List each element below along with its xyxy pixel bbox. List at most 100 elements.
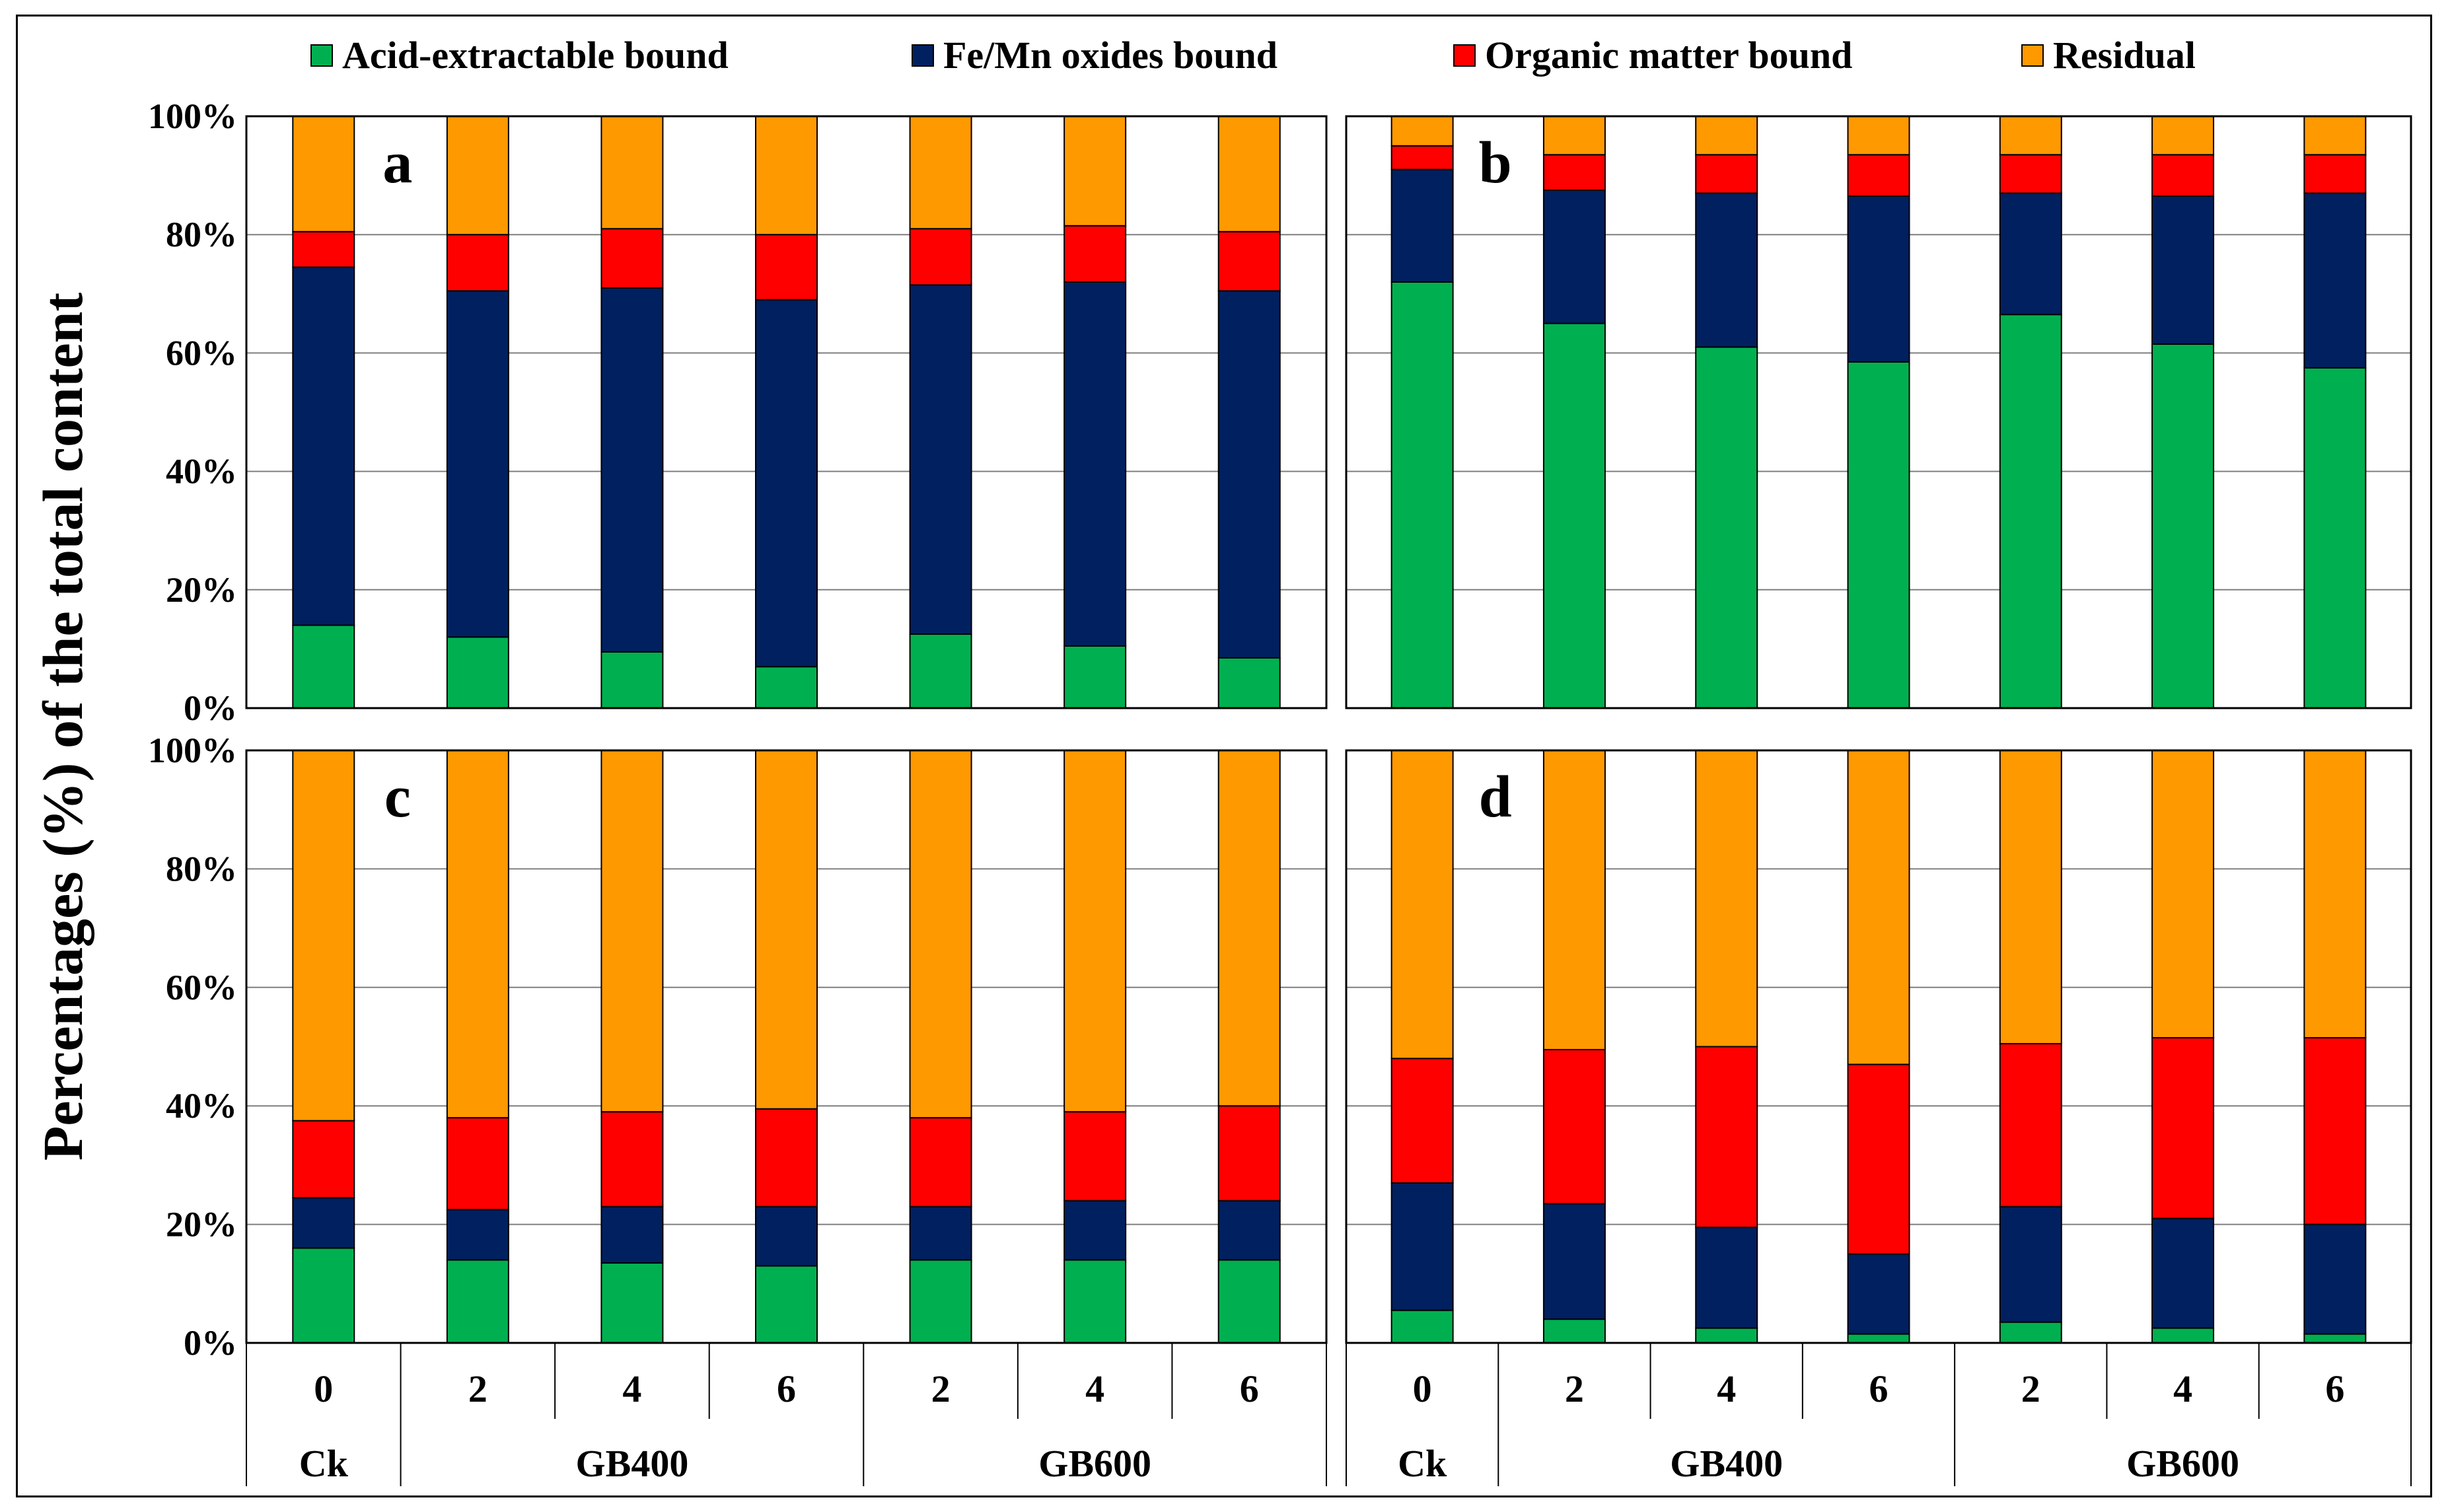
panel-a-y-tick-label: 60% — [166, 333, 237, 373]
panel-c-y-tick-label: 60% — [166, 968, 237, 1007]
panel-d-bar-residual — [1999, 750, 2062, 1045]
panel-b-bar-fe-mn-oxides-bound — [2151, 195, 2215, 345]
panel-b-bar-organic-matter-bound — [1999, 154, 2062, 194]
panel-b-bar-acid-extractable-bound — [2303, 367, 2367, 709]
panel-a-bar-organic-matter-bound — [755, 234, 818, 301]
x-tick-label-left: 4 — [622, 1367, 641, 1410]
panel-c-y-tick-label: 80% — [166, 849, 237, 888]
x-group-label-right: Ck — [1398, 1442, 1447, 1485]
panel-a-bar-organic-matter-bound — [1217, 231, 1281, 292]
panel-b-bar-residual — [1542, 116, 1606, 156]
panel-d-bar-acid-extractable-bound — [1847, 1333, 1910, 1344]
panel-a-bar-acid-extractable-bound — [600, 651, 664, 709]
panel-a-bar-organic-matter-bound — [909, 228, 972, 286]
panel-c-bar-acid-extractable-bound — [755, 1265, 818, 1344]
panel-d-bar-organic-matter-bound — [1390, 1058, 1454, 1184]
x-tick-label-right: 4 — [2173, 1367, 2192, 1410]
panel-c-bar-acid-extractable-bound — [909, 1259, 972, 1344]
panel-b-bar-residual — [2151, 116, 2215, 156]
panel-d-bar-fe-mn-oxides-bound — [1847, 1253, 1910, 1335]
panel-b-bar-acid-extractable-bound — [1999, 314, 2062, 709]
x-tick-label-right: 2 — [2021, 1367, 2040, 1410]
panel-b-bar-residual — [1390, 116, 1454, 147]
legend-swatch-residual — [2021, 44, 2044, 67]
panel-c-bar-residual — [446, 750, 509, 1119]
panel-c-bar-organic-matter-bound — [292, 1120, 355, 1199]
panel-a-bar-organic-matter-bound — [1063, 225, 1127, 283]
panel-c-bar-fe-mn-oxides-bound — [1063, 1200, 1127, 1261]
panel-d-bar-residual — [2151, 750, 2215, 1039]
panel-c-letter: c — [384, 764, 411, 830]
panel-d-frame — [1345, 749, 2412, 1344]
panel-a-bar-residual — [1217, 116, 1281, 233]
panel-d-bar-organic-matter-bound — [1695, 1046, 1758, 1229]
panel-c-bar-residual — [292, 750, 355, 1122]
x-tick-label-right: 4 — [1717, 1367, 1736, 1410]
panel-a-bar-acid-extractable-bound — [1217, 657, 1281, 709]
panel-c-bar-residual — [600, 750, 664, 1113]
panel-a-bar-acid-extractable-bound — [1063, 645, 1127, 709]
panel-b-bar-fe-mn-oxides-bound — [1695, 192, 1758, 348]
panel-c-y-tick-label: 0% — [184, 1323, 237, 1363]
x-group-label-left: GB600 — [1038, 1442, 1151, 1485]
panel-c-y-tick-label: 100% — [148, 731, 237, 770]
panel-b-letter: b — [1479, 130, 1512, 196]
panel-b-bar-organic-matter-bound — [2151, 154, 2215, 197]
panel-c-bar-fe-mn-oxides-bound — [1217, 1200, 1281, 1261]
panel-a-bar-fe-mn-oxides-bound — [292, 266, 355, 626]
panel-d-bar-residual — [1542, 750, 1606, 1050]
x-tick-label-left: 6 — [1240, 1367, 1259, 1410]
panel-b-bar-fe-mn-oxides-bound — [1847, 195, 1910, 363]
panel-d-bar-residual — [1390, 750, 1454, 1060]
panel-d-bar-fe-mn-oxides-bound — [2151, 1217, 2215, 1329]
panel-c-bar-acid-extractable-bound — [1217, 1259, 1281, 1344]
panel-a-bar-fe-mn-oxides-bound — [600, 287, 664, 653]
panel-a-bar-acid-extractable-bound — [292, 624, 355, 709]
legend-swatch-fe-mn-oxides — [912, 44, 934, 67]
panel-d-bar-residual — [2303, 750, 2367, 1039]
figure-frame — [16, 15, 2432, 1497]
panel-c-bar-organic-matter-bound — [755, 1108, 818, 1207]
panel-b-bar-fe-mn-oxides-bound — [1999, 192, 2062, 316]
x-tick-label-left: 2 — [468, 1367, 487, 1410]
panel-a-bar-residual — [446, 116, 509, 236]
panel-d-bar-organic-matter-bound — [1999, 1043, 2062, 1207]
panel-c-bar-organic-matter-bound — [1063, 1111, 1127, 1202]
panel-c-bar-acid-extractable-bound — [1063, 1259, 1127, 1344]
legend-item-residual: Residual — [2021, 33, 2196, 77]
panel-a-bar-residual — [292, 116, 355, 233]
panel-c-frame — [245, 749, 1328, 1344]
x-group-label-right: GB400 — [1670, 1442, 1783, 1485]
panel-b-bar-acid-extractable-bound — [1390, 281, 1454, 709]
panel-b-bar-acid-extractable-bound — [2151, 343, 2215, 709]
panel-a-bar-fe-mn-oxides-bound — [446, 290, 509, 638]
panel-d-bar-fe-mn-oxides-bound — [1695, 1227, 1758, 1329]
panel-d-bar-residual — [1695, 750, 1758, 1048]
panel-b-bar-organic-matter-bound — [1695, 154, 1758, 194]
panel-c-bar-organic-matter-bound — [446, 1117, 509, 1211]
x-tick-label-right: 2 — [1565, 1367, 1584, 1410]
panel-d-bar-acid-extractable-bound — [2151, 1327, 2215, 1344]
panel-d-bar-fe-mn-oxides-bound — [1542, 1203, 1606, 1320]
panel-b-bar-residual — [1847, 116, 1910, 156]
panel-d-bar-organic-matter-bound — [2303, 1037, 2367, 1225]
panel-c-bar-acid-extractable-bound — [600, 1262, 664, 1344]
panel-a-bar-organic-matter-bound — [292, 231, 355, 268]
panel-d-bar-organic-matter-bound — [1847, 1063, 1910, 1255]
panel-c-bar-organic-matter-bound — [909, 1117, 972, 1207]
panel-b-bar-acid-extractable-bound — [1847, 361, 1910, 709]
panel-c-bar-residual — [755, 750, 818, 1110]
x-group-label-left: Ck — [299, 1442, 349, 1485]
panel-b-bar-fe-mn-oxides-bound — [2303, 192, 2367, 369]
panel-d-bar-organic-matter-bound — [2151, 1037, 2215, 1219]
panel-c-bar-fe-mn-oxides-bound — [600, 1206, 664, 1264]
panel-a-bar-residual — [600, 116, 664, 230]
panel-a-y-tick-label: 40% — [166, 452, 237, 491]
panel-a-bar-acid-extractable-bound — [446, 636, 509, 709]
panel-b-bar-acid-extractable-bound — [1695, 346, 1758, 709]
panel-d-letter: d — [1479, 764, 1512, 830]
x-tick-label-right: 0 — [1413, 1367, 1432, 1410]
panel-c-y-tick-label: 20% — [166, 1205, 237, 1244]
x-group-label-right: GB600 — [2126, 1442, 2239, 1485]
panel-c-bar-residual — [1063, 750, 1127, 1113]
